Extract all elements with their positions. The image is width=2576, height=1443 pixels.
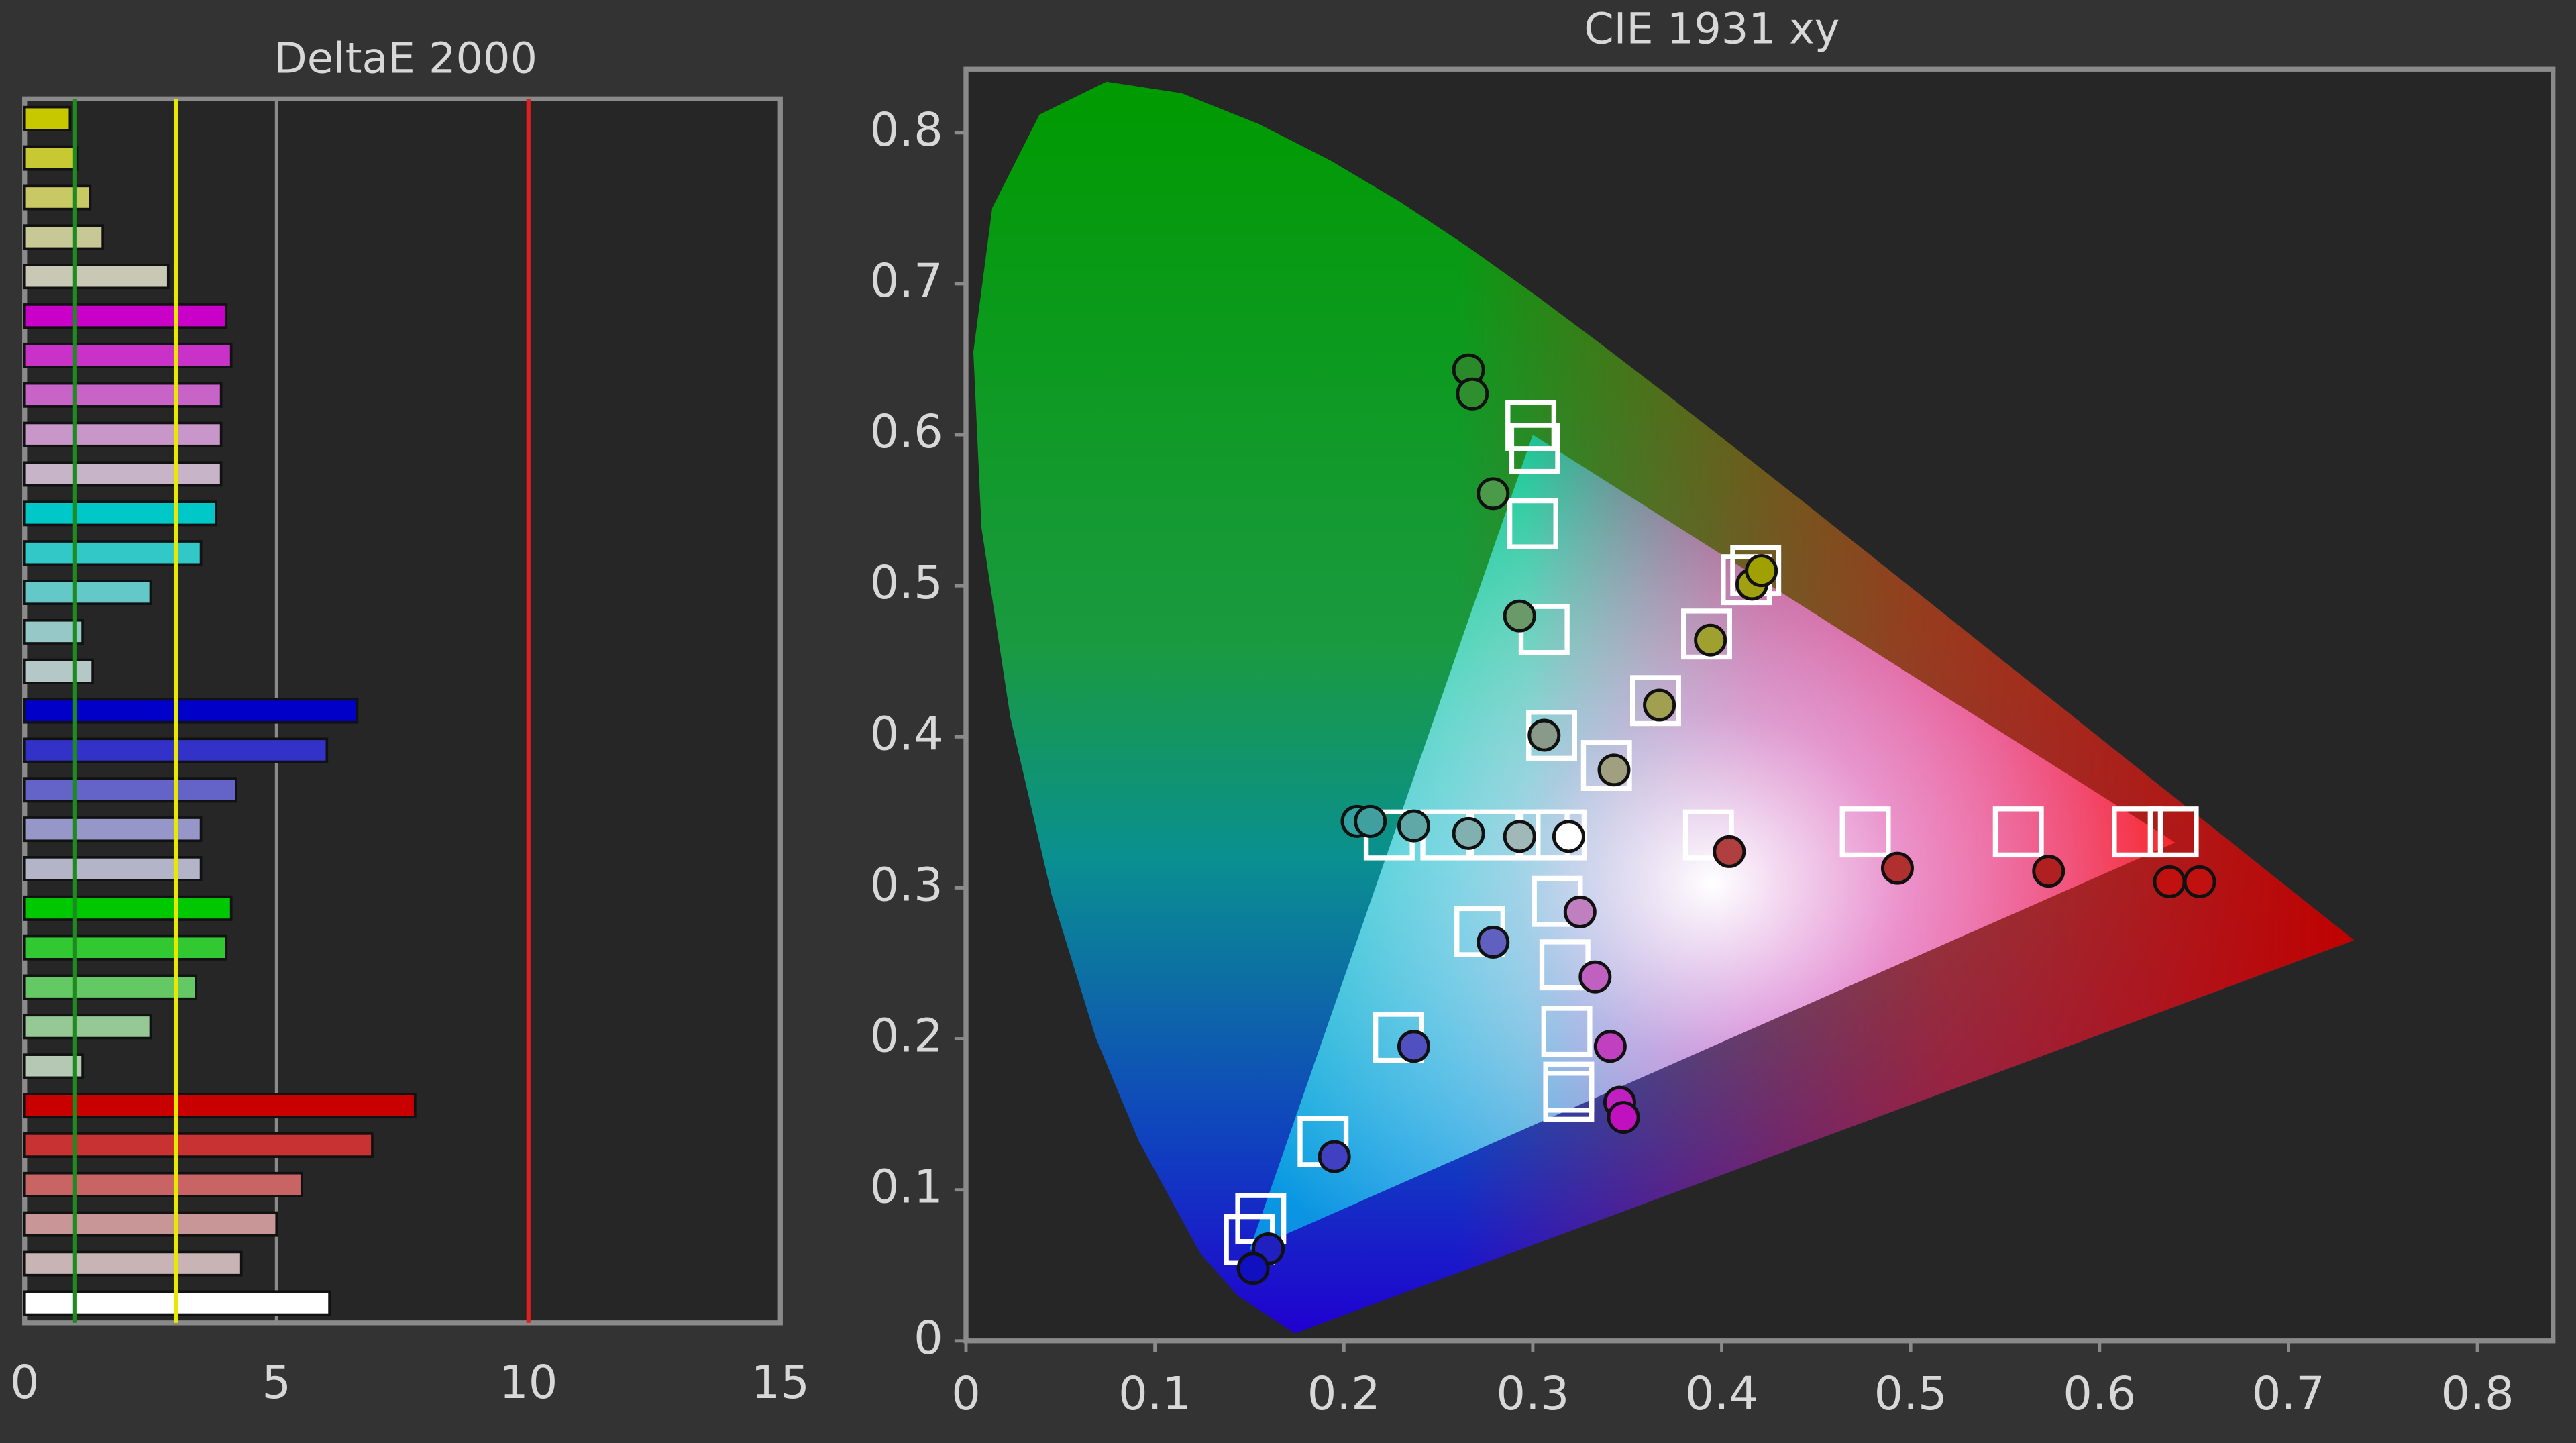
- x-tick-label: 10: [499, 1356, 557, 1409]
- bar: [23, 816, 203, 843]
- x-tick-label: 0.5: [1874, 1367, 1947, 1421]
- measured-marker: [1452, 816, 1485, 850]
- measured-marker: [1354, 804, 1387, 838]
- target-marker: [1682, 809, 1734, 861]
- x-tick-label: 0: [10, 1356, 40, 1409]
- bar: [23, 382, 223, 408]
- y-tick-label: 0: [914, 1312, 943, 1365]
- bar: [23, 303, 227, 329]
- measured-marker: [1503, 599, 1536, 633]
- chart-title: CIE 1931 xy: [1584, 4, 1839, 54]
- y-tick-label: 0.6: [870, 405, 943, 459]
- bar: [23, 895, 233, 921]
- target-marker: [1507, 498, 1558, 549]
- measured-marker: [1880, 851, 1914, 885]
- measured-marker: [2032, 855, 2065, 888]
- bar: [23, 421, 223, 447]
- target-marker: [1839, 806, 1891, 858]
- bar: [23, 105, 72, 131]
- measured-marker: [1597, 753, 1631, 787]
- measured-marker: [1552, 820, 1585, 853]
- x-tick-label: 5: [262, 1356, 291, 1409]
- bar: [23, 1132, 374, 1158]
- y-tick-label: 0.4: [870, 707, 943, 761]
- measured-marker: [1477, 925, 1510, 959]
- target-marker: [1630, 675, 1681, 727]
- measured-marker: [1563, 895, 1597, 928]
- measured-marker: [2183, 865, 2216, 898]
- bar: [23, 184, 92, 211]
- x-tick-label: 0: [951, 1367, 981, 1421]
- target-marker: [2112, 806, 2163, 858]
- bar: [23, 264, 170, 290]
- x-tick-label: 0.6: [2063, 1367, 2136, 1421]
- target-marker: [1681, 608, 1732, 660]
- measured-marker: [1578, 960, 1612, 994]
- measured-marker: [1397, 1030, 1430, 1063]
- bar: [23, 1250, 243, 1277]
- bar: [23, 145, 79, 171]
- measured-marker: [1643, 688, 1676, 722]
- bar: [23, 777, 238, 803]
- measured-marker: [1456, 377, 1489, 411]
- y-tick-label: 0.2: [870, 1010, 943, 1063]
- x-tick-label: 15: [751, 1356, 810, 1409]
- bar: [23, 342, 233, 368]
- bar: [23, 1171, 303, 1197]
- y-tick-label: 0.7: [870, 254, 943, 308]
- x-tick-label: 0.1: [1118, 1367, 1191, 1421]
- gamut-triangle-white: [1249, 435, 2176, 1250]
- target-marker: [1992, 806, 2044, 858]
- chart-title: DeltaE 2000: [274, 34, 537, 84]
- x-tick-label: 0.2: [1307, 1367, 1381, 1421]
- x-tick-label: 0.8: [2441, 1367, 2514, 1421]
- measured-marker: [1745, 554, 1778, 588]
- target-marker: [2147, 806, 2199, 858]
- measured-marker: [1477, 477, 1510, 511]
- bar: [23, 974, 197, 1000]
- bar: [23, 658, 94, 684]
- y-tick-label: 0.3: [870, 858, 943, 912]
- x-tick-label: 0.3: [1496, 1367, 1569, 1421]
- measured-marker: [1236, 1252, 1270, 1285]
- y-tick-label: 0.1: [870, 1161, 943, 1214]
- bar: [23, 461, 223, 487]
- measured-marker: [1503, 820, 1536, 853]
- bar: [23, 698, 359, 724]
- measured-marker: [1694, 623, 1727, 657]
- bar: [23, 619, 84, 645]
- bar: [23, 580, 152, 605]
- bar: [23, 1014, 152, 1040]
- bar: [23, 224, 104, 250]
- x-tick-label: 0.4: [1685, 1367, 1758, 1421]
- measured-marker: [2153, 865, 2186, 898]
- bar: [23, 856, 203, 881]
- y-tick-label: 0.5: [870, 556, 943, 610]
- measured-marker: [1527, 718, 1561, 752]
- target-marker: [1541, 1006, 1593, 1057]
- bar: [23, 500, 217, 527]
- bar: [23, 540, 203, 566]
- measured-marker: [1607, 1101, 1640, 1134]
- bar: [23, 1093, 417, 1119]
- target-marker: [1509, 423, 1560, 474]
- bar: [23, 934, 227, 961]
- x-tick-label: 0.7: [2252, 1367, 2325, 1421]
- measured-marker: [1397, 809, 1430, 843]
- bar: [23, 1053, 84, 1079]
- measured-marker: [1318, 1140, 1351, 1173]
- measured-marker: [1713, 835, 1746, 868]
- measured-marker: [1593, 1030, 1627, 1063]
- bar: [23, 1211, 278, 1237]
- y-tick-label: 0.8: [870, 103, 943, 157]
- target-marker: [1543, 1071, 1595, 1122]
